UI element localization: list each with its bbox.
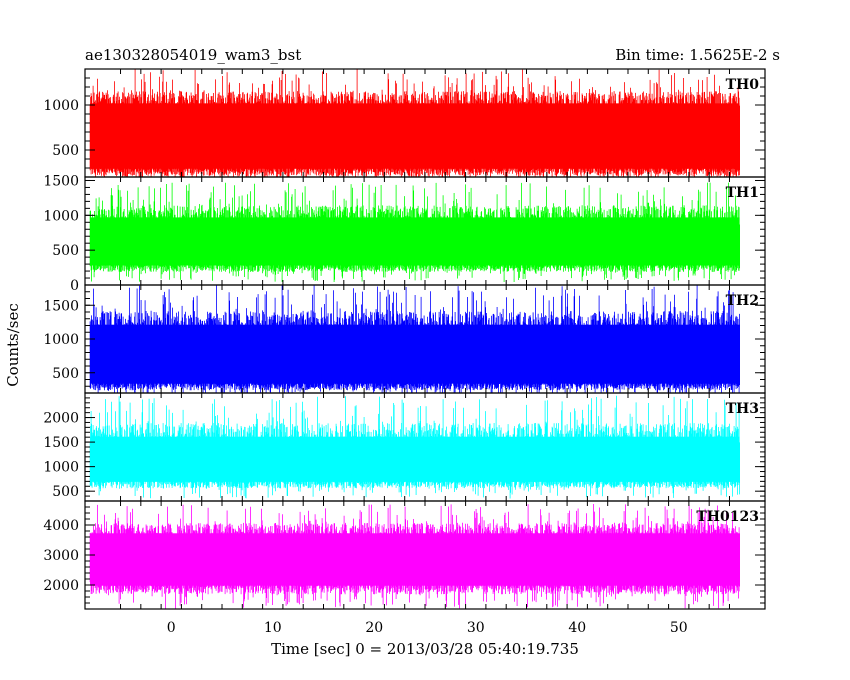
- series-th0-core: [90, 103, 740, 169]
- y-tick-label: 500: [52, 243, 79, 259]
- chart-title-left: ae130328054019_wam3_bst: [85, 46, 301, 64]
- x-tick-label: 30: [467, 620, 485, 636]
- series-th3-core: [90, 436, 740, 482]
- y-tick-label: 3000: [43, 548, 79, 564]
- x-tick-label: 0: [167, 620, 176, 636]
- y-tick-label: 2000: [43, 411, 79, 427]
- panel-th1: 0 500 1000 1500 TH1: [43, 173, 766, 294]
- y-tick-label: 1500: [43, 435, 79, 451]
- series-th1-core: [90, 217, 740, 266]
- panel-label: TH3: [726, 401, 759, 417]
- y-tick-label: 2000: [43, 578, 79, 594]
- panel-label: TH0123: [696, 509, 759, 525]
- y-tick-label: 1000: [43, 460, 79, 476]
- panel-label: TH2: [726, 293, 759, 309]
- x-tick-label: 40: [568, 620, 586, 636]
- x-tick-label: 20: [365, 620, 383, 636]
- panel-label: TH0: [726, 77, 760, 93]
- y-tick-label: 4000: [43, 518, 79, 534]
- y-tick-label: 500: [52, 366, 79, 382]
- x-tick-label: 50: [670, 620, 688, 636]
- y-tick-label: 1000: [43, 208, 79, 224]
- y-tick-label: 1500: [43, 173, 79, 189]
- panel-label: TH1: [726, 185, 759, 201]
- y-tick-label: 500: [52, 143, 79, 159]
- y-tick-label: 500: [52, 484, 79, 500]
- x-tick-label: 10: [264, 620, 282, 636]
- y-tick-label: 1000: [43, 98, 79, 114]
- panel-th0: 500 1000 TH0: [43, 68, 766, 178]
- series-th0123-core: [90, 533, 740, 586]
- panel-th0123: 2000 3000 4000 TH0123 0 10 20 30 40 50: [43, 500, 766, 636]
- y-axis-label: Counts/sec: [4, 303, 22, 387]
- y-tick-label: 0: [70, 278, 79, 294]
- y-tick-label: 1500: [43, 298, 79, 314]
- series-th2-core: [90, 324, 740, 384]
- x-axis-label: Time [sec] 0 = 2013/03/28 05:40:19.735: [271, 640, 579, 658]
- panel-th3: 500 1000 1500 2000 TH3: [43, 392, 766, 502]
- y-tick-label: 1000: [43, 332, 79, 348]
- chart-title-right: Bin time: 1.5625E-2 s: [615, 46, 780, 64]
- panel-th2: 500 1000 1500 TH2: [43, 284, 766, 394]
